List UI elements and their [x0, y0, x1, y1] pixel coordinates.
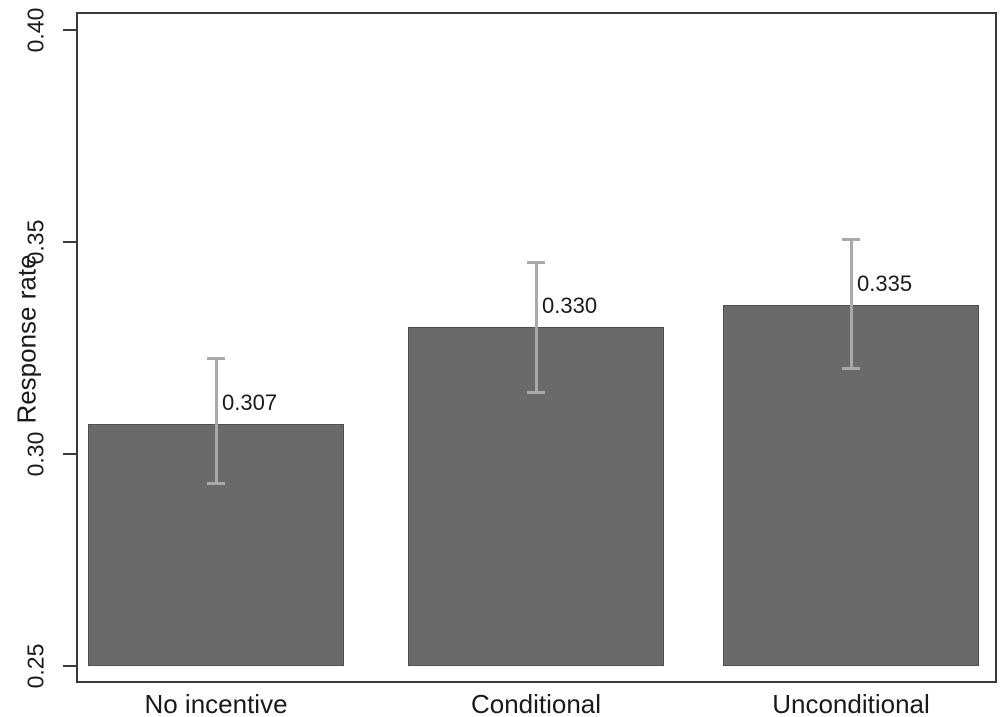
y-tick: [63, 452, 76, 455]
y-axis-title: Response rate: [11, 254, 42, 424]
error-bar-cap-bottom: [842, 367, 860, 371]
y-tick: [63, 28, 76, 31]
error-bar-cap-top: [207, 356, 225, 360]
y-tick-label: 0.35: [22, 219, 49, 265]
error-bar-cap-top: [842, 238, 860, 242]
bar-value-label: 0.330: [542, 292, 598, 318]
error-bar-cap-bottom: [527, 390, 545, 394]
y-tick: [63, 240, 76, 243]
error-bar-cap-bottom: [207, 482, 225, 486]
error-bar-line: [849, 239, 853, 369]
error-bar-line: [214, 358, 218, 484]
bar-value-label: 0.335: [857, 271, 913, 297]
x-tick-label: Conditional: [470, 689, 602, 717]
x-tick-label: Unconditional: [772, 689, 930, 717]
x-tick-label: No incentive: [144, 689, 288, 717]
error-bar-cap-top: [527, 261, 545, 265]
y-tick-label: 0.30: [22, 431, 49, 477]
plot-frame: [76, 12, 997, 683]
y-tick-label: 0.40: [22, 7, 49, 52]
bar-value-label: 0.307: [222, 390, 278, 416]
y-tick: [63, 665, 76, 667]
y-tick-label: 0.25: [22, 643, 49, 689]
error-bar-line: [534, 262, 538, 393]
